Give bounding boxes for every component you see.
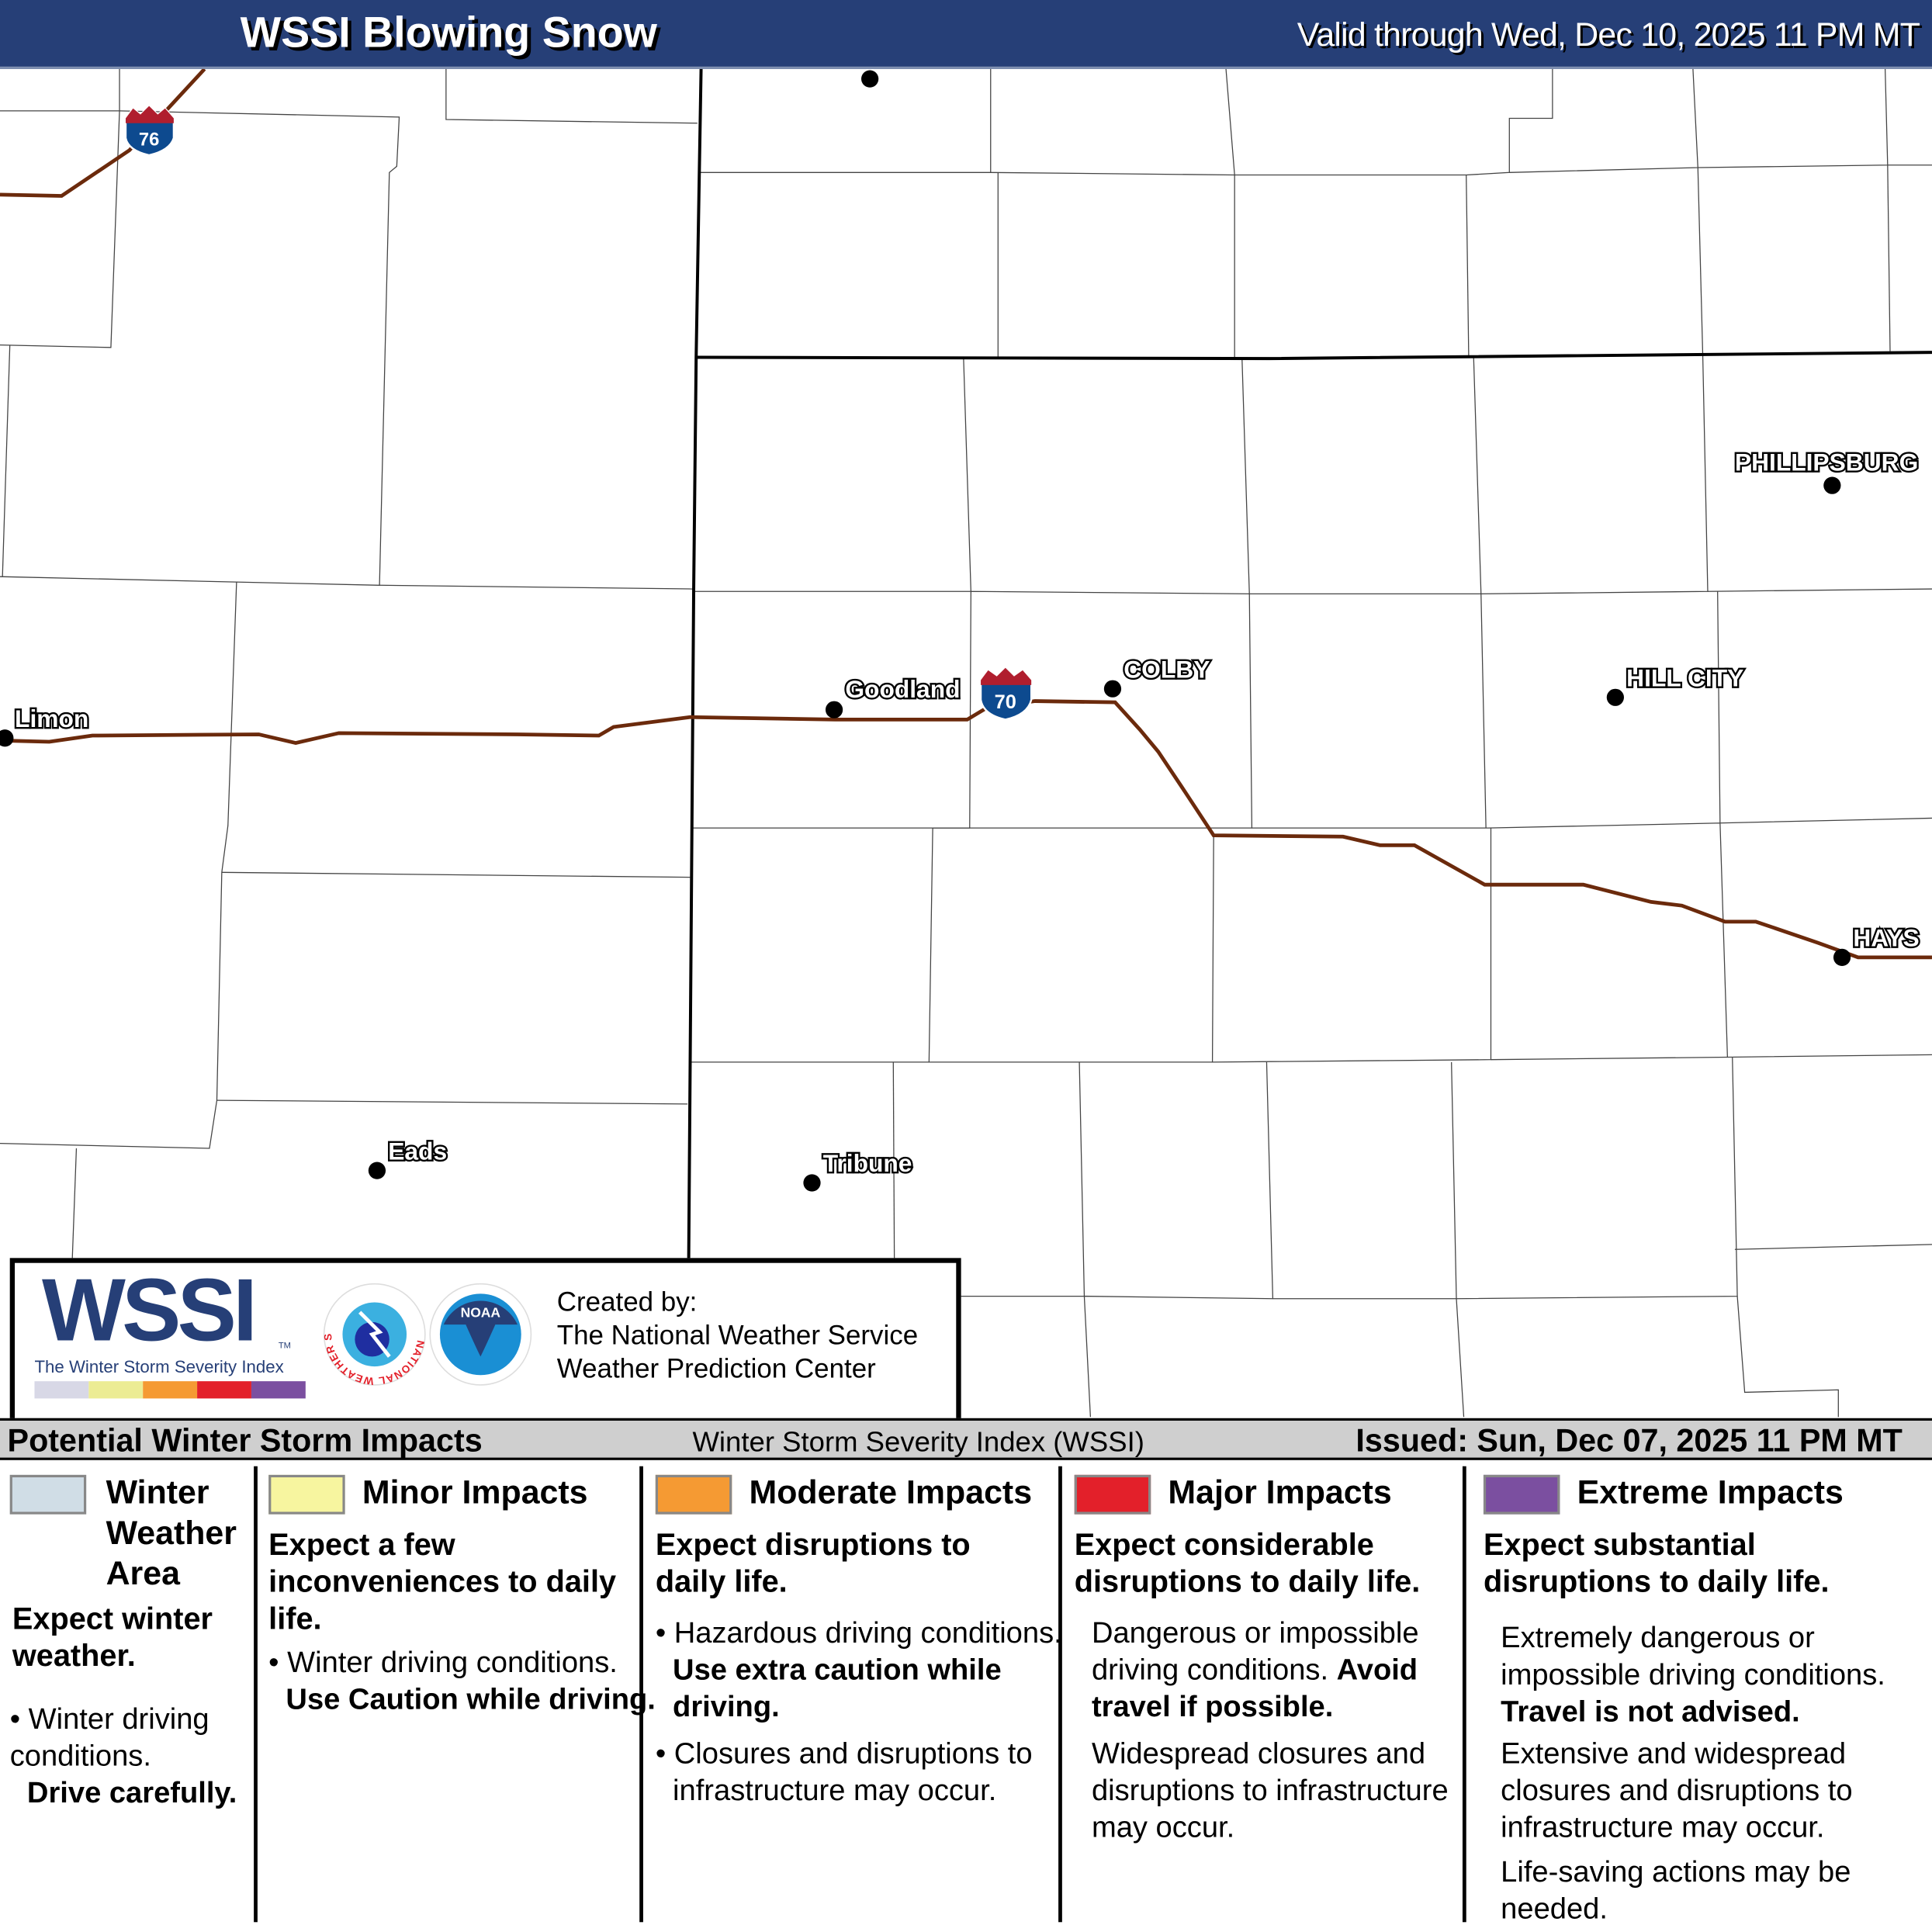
swatch <box>1074 1474 1151 1515</box>
interstate-70-label: 70 <box>995 691 1016 713</box>
trademark: TM <box>278 1342 291 1351</box>
city-label-eads: Eads <box>388 1137 447 1165</box>
issued-time: Issued: Sun, Dec 07, 2025 11 PM MT <box>1356 1421 1903 1459</box>
nws-logo: NATIONAL WEATHER SERVICE <box>323 1283 426 1386</box>
city-markers <box>0 70 1851 1192</box>
divider <box>639 1466 643 1923</box>
credits: Created by: The National Weather Service… <box>557 1285 918 1385</box>
city-dot-tribune <box>803 1174 821 1192</box>
legend-title: Extreme Impacts <box>1577 1473 1844 1511</box>
created-by-label: Created by: <box>556 1286 698 1317</box>
city-dot-phillipsburg <box>1823 476 1841 494</box>
map: 76 70 Limon Goodland COLBY HILL CITY PHI… <box>0 68 1932 1418</box>
interstate-roads <box>0 68 1932 960</box>
legend-extreme: Extreme Impacts Expect substantial disru… <box>1473 1463 1932 1926</box>
city-label-limon: Limon <box>15 705 88 732</box>
legend-winter-weather: Winter Weather Area Expect winter weathe… <box>0 1463 254 1925</box>
legend-summary: Expect a few inconveniences to daily lif… <box>268 1528 617 1636</box>
city-label-hays: HAYS <box>1853 924 1919 952</box>
legend-title: Minor Impacts <box>362 1473 588 1511</box>
impacts-strip: Potential Winter Storm Impacts Winter St… <box>0 1418 1932 1460</box>
map-title: WSSI Blowing Snow <box>240 9 657 57</box>
city-label-colby: COLBY <box>1124 655 1210 683</box>
legend-summary: Expect substantial disruptions to daily … <box>1483 1528 1830 1600</box>
wssi-color-bar <box>34 1381 306 1399</box>
legend-summary: Expect disruptions to daily life. <box>655 1528 971 1600</box>
city-dot-cut-off <box>861 70 879 88</box>
legend-summary: Expect considerable disruptions to daily… <box>1074 1528 1421 1600</box>
interstate-76-shield: 76 <box>124 104 175 157</box>
valid-time: Valid through Wed, Dec 10, 2025 11 PM MT <box>1297 16 1920 54</box>
county-lines <box>0 68 1932 1418</box>
swatch <box>9 1474 87 1515</box>
city-dot-hill-city <box>1606 688 1624 706</box>
logo-box: WSSI TM The Winter Storm Severity Index … <box>9 1258 961 1424</box>
index-name: Winter Storm Severity Index (WSSI) <box>692 1425 1144 1458</box>
city-dot-goodland <box>825 701 843 718</box>
header-bar: WSSI Blowing Snow Valid through Wed, Dec… <box>0 0 1932 69</box>
swatch <box>1483 1474 1560 1515</box>
city-dot-limon <box>0 729 14 747</box>
swatch <box>655 1474 732 1515</box>
state-borders <box>686 68 1932 1418</box>
interstate-76-label: 76 <box>139 129 160 150</box>
swatch <box>268 1474 345 1515</box>
wssi-logo: WSSI <box>41 1262 258 1361</box>
city-label-hill-city: HILL CITY <box>1626 664 1743 692</box>
legend-title: Winter Weather Area <box>106 1473 237 1592</box>
city-label-goodland: Goodland <box>845 675 960 703</box>
noaa-logo: NOAA <box>429 1283 532 1386</box>
legend-title: Moderate Impacts <box>749 1473 1033 1511</box>
city-dot-colby <box>1103 680 1122 698</box>
legend-summary: Expect winter weather. <box>12 1601 213 1674</box>
city-label-phillipsburg: PHILLIPSBURG <box>1735 448 1918 476</box>
divider <box>1462 1466 1466 1923</box>
wssi-subtitle: The Winter Storm Severity Index <box>34 1356 284 1376</box>
legend-title: Major Impacts <box>1168 1473 1392 1511</box>
legend-major: Major Impacts Expect considerable disrup… <box>1065 1463 1464 1925</box>
divider <box>254 1466 258 1923</box>
noaa-label: NOAA <box>461 1305 501 1321</box>
legend-minor: Minor Impacts Expect a few inconvenience… <box>268 1473 656 1717</box>
interstate-70-shield: 70 <box>979 667 1033 721</box>
city-dot-eads <box>368 1162 386 1179</box>
impacts-heading: Potential Winter Storm Impacts <box>7 1421 483 1459</box>
org-wpc: Weather Prediction Center <box>556 1352 876 1384</box>
city-label-tribune: Tribune <box>823 1149 912 1177</box>
org-nws: The National Weather Service <box>556 1319 919 1351</box>
legend-moderate: Moderate Impacts Expect disruptions to d… <box>655 1473 1062 1808</box>
city-dot-hays <box>1833 948 1851 966</box>
divider <box>1058 1466 1062 1923</box>
